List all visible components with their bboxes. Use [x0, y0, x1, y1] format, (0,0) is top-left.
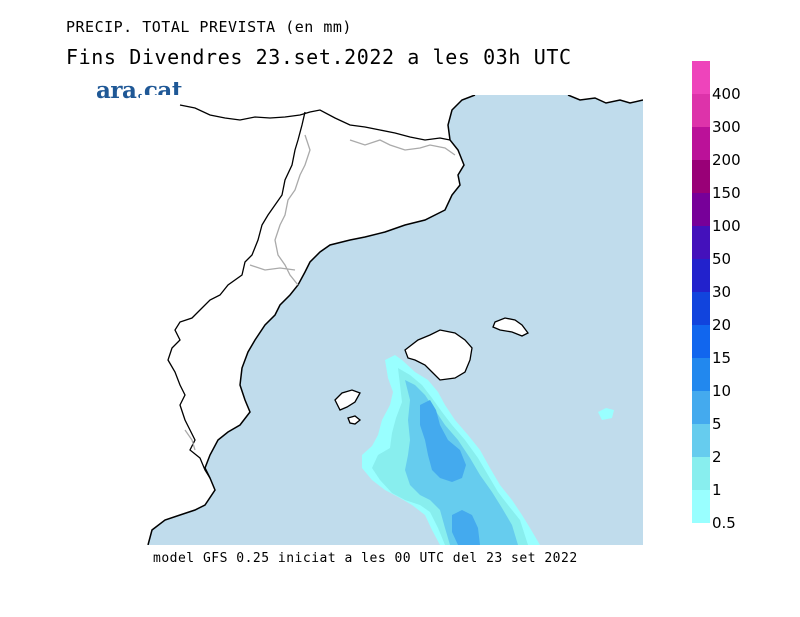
legend-label-15: 15 — [712, 349, 732, 367]
legend-swatch-20 — [692, 292, 710, 325]
legend-swatch-100 — [692, 193, 710, 226]
ibiza-island — [334, 389, 361, 411]
legend-label-400: 400 — [712, 85, 741, 103]
legend-label-5: 5 — [712, 415, 722, 433]
legend-label-10: 10 — [712, 382, 732, 400]
precipitation-map — [140, 95, 643, 545]
legend-swatch-200 — [692, 127, 710, 160]
model-info: model GFS 0.25 iniciat a les 00 UTC del … — [153, 551, 578, 566]
legend-swatch-5 — [692, 391, 710, 424]
legend-label-200: 200 — [712, 151, 741, 169]
legend-label-30: 30 — [712, 283, 732, 301]
legend-swatch-300 — [692, 94, 710, 127]
legend-label-100: 100 — [712, 217, 741, 235]
precip-band-5 — [420, 400, 480, 545]
legend-swatch-2 — [692, 424, 710, 457]
legend-label-300: 300 — [712, 118, 741, 136]
formentera-island — [347, 415, 362, 425]
pyrenees-border — [179, 104, 451, 141]
legend-swatch-400 — [692, 61, 710, 94]
legend-swatch-50 — [692, 226, 710, 259]
legend-swatch-10 — [692, 358, 710, 391]
legend-label-50: 50 — [712, 250, 732, 268]
regional-border-west — [167, 111, 306, 479]
legend-swatch-15 — [692, 325, 710, 358]
legend-label-2: 2 — [712, 448, 722, 466]
legend-swatch-0-5 — [692, 490, 710, 523]
map-title: PRECIP. TOTAL PREVISTA (en mm) — [66, 18, 352, 36]
land-area — [140, 95, 643, 545]
legend-label-0-5: 0.5 — [712, 514, 736, 532]
color-legend — [692, 61, 710, 523]
province-borders — [184, 134, 456, 451]
mallorca-island — [404, 329, 473, 381]
legend-label-150: 150 — [712, 184, 741, 202]
legend-swatch-1 — [692, 457, 710, 490]
legend-label-1: 1 — [712, 481, 722, 499]
legend-swatch-30 — [692, 259, 710, 292]
map-subtitle: Fins Divendres 23.set.2022 a les 03h UTC — [66, 45, 572, 69]
menorca-island — [492, 317, 529, 337]
legend-swatch-150 — [692, 160, 710, 193]
legend-label-20: 20 — [712, 316, 732, 334]
